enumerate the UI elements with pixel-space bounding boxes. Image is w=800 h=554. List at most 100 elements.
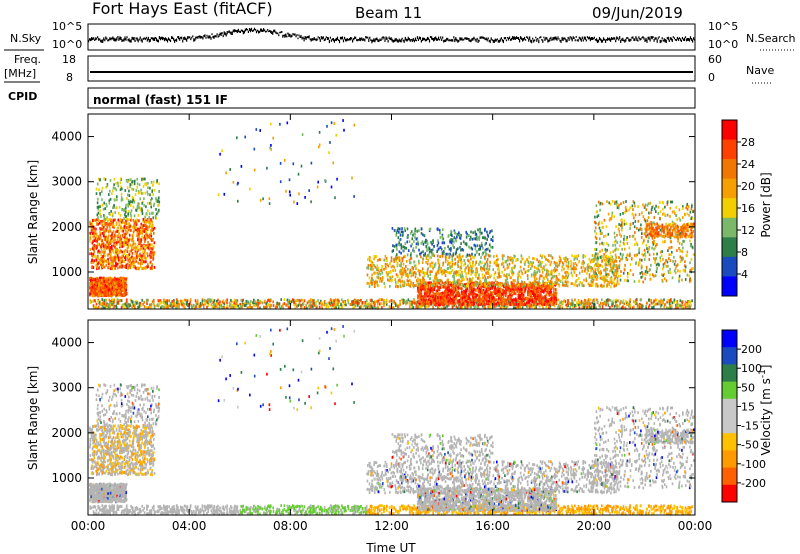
data-cell	[233, 304, 236, 308]
data-cell	[663, 305, 665, 309]
nsky-point	[143, 37, 145, 40]
data-cell	[131, 248, 133, 252]
nsky-point	[657, 37, 659, 40]
nsky-point	[671, 38, 673, 43]
data-cell	[107, 303, 110, 306]
data-cell	[94, 291, 97, 295]
data-cell	[148, 252, 151, 256]
data-cell	[106, 238, 109, 242]
nsky-point	[631, 36, 633, 39]
data-cell	[657, 302, 659, 306]
nsky-point	[589, 37, 591, 42]
data-cell	[365, 304, 367, 308]
data-cell	[513, 284, 516, 288]
nsky-point	[478, 39, 480, 42]
data-cell	[571, 298, 573, 302]
data-cell	[104, 284, 106, 287]
data-cell	[127, 305, 130, 309]
data-cell	[113, 177, 116, 181]
data-cell	[253, 298, 255, 302]
nsky-point	[575, 36, 577, 38]
data-cell	[93, 244, 96, 247]
data-cell	[221, 300, 224, 304]
data-cell	[115, 281, 118, 285]
nsky-point	[672, 36, 674, 38]
data-cell	[93, 291, 95, 295]
data-cell	[116, 198, 118, 202]
nsky-point	[409, 39, 411, 42]
nsky-point	[108, 39, 110, 42]
nave-label: Nave	[746, 64, 774, 77]
nsky-point	[321, 36, 323, 40]
data-cell	[116, 238, 119, 241]
nsky-point	[364, 39, 366, 42]
nsky-point	[352, 39, 354, 43]
data-cell	[306, 301, 309, 305]
data-cell	[94, 289, 96, 292]
data-cell	[209, 298, 211, 302]
nsky-point	[137, 39, 139, 43]
data-cell	[118, 211, 120, 215]
nsky-point	[181, 36, 183, 40]
nsky-point	[227, 31, 229, 33]
data-cell	[145, 205, 147, 209]
nsky-point	[132, 37, 134, 41]
data-cell	[636, 304, 639, 308]
data-cell	[109, 218, 112, 222]
data-cell	[131, 195, 134, 199]
data-cell	[149, 256, 151, 260]
data-cell	[117, 229, 120, 233]
data-cell	[481, 288, 484, 292]
nsky-point	[519, 39, 521, 43]
data-cell	[106, 225, 109, 229]
data-cell	[494, 305, 496, 309]
data-cell	[113, 183, 115, 187]
data-cell	[321, 304, 323, 307]
data-cell	[402, 301, 404, 305]
nsky-point	[656, 39, 658, 43]
data-cell	[104, 238, 106, 241]
data-cell	[117, 293, 120, 297]
data-cell	[118, 258, 120, 262]
data-cell	[489, 305, 491, 308]
data-cell	[110, 264, 113, 268]
data-cell	[143, 197, 145, 201]
data-cell	[107, 223, 109, 227]
nsky-point	[643, 37, 645, 40]
data-cell	[196, 302, 199, 306]
nsky-point	[441, 38, 443, 42]
data-cell	[499, 306, 502, 310]
nsky-point	[680, 39, 682, 42]
nsky-point	[178, 36, 180, 40]
nsky-point	[297, 37, 299, 40]
nsky-point	[563, 37, 565, 40]
nsky-point	[506, 37, 508, 39]
data-cell	[615, 304, 617, 308]
nsky-point	[265, 30, 267, 33]
data-cell	[519, 305, 521, 309]
nsky-point	[644, 39, 646, 43]
data-cell	[362, 301, 364, 304]
nsky-point	[679, 38, 681, 41]
data-cell	[150, 303, 153, 306]
nsky-point	[220, 32, 222, 37]
data-cell	[128, 250, 131, 253]
data-cell	[110, 210, 112, 213]
nsky-point	[538, 39, 540, 44]
data-cell	[126, 186, 129, 190]
data-cell	[648, 303, 651, 307]
nsky-point	[469, 39, 471, 42]
data-cell	[153, 232, 155, 235]
data-cell	[451, 305, 454, 309]
nsky-point	[122, 39, 124, 42]
data-cell	[89, 286, 92, 290]
data-cell	[124, 223, 126, 226]
nsky-point	[655, 37, 657, 40]
data-cell	[137, 214, 140, 217]
data-cell	[135, 260, 137, 263]
data-cell	[574, 298, 576, 302]
nsky-point	[366, 36, 368, 39]
data-cell	[405, 301, 407, 305]
data-cell	[111, 231, 113, 235]
data-cell	[467, 301, 469, 305]
